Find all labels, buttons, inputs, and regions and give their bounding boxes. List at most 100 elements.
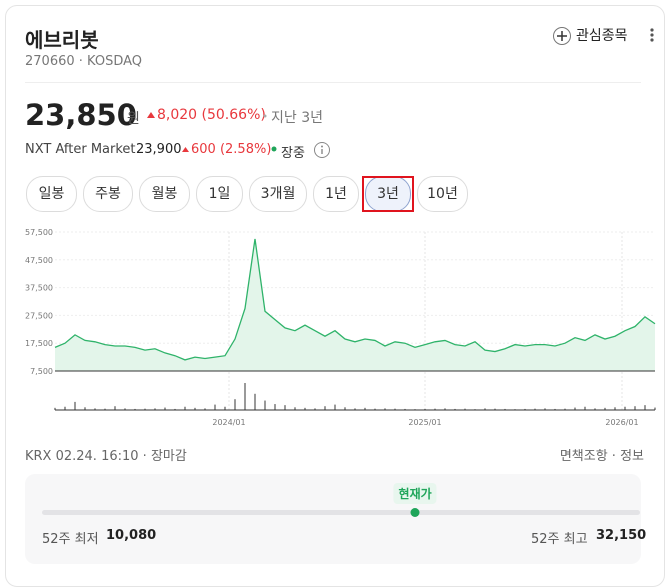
y-tick-label: 37,500	[25, 284, 53, 293]
plus-icon[interactable]	[552, 26, 572, 46]
y-tick-label: 7,500	[30, 367, 53, 376]
volume-bar	[314, 408, 316, 410]
more-icon[interactable]	[648, 27, 656, 43]
volume-bar	[594, 408, 596, 410]
tab[interactable]: 월봉	[139, 176, 190, 212]
volume-bar	[484, 408, 486, 410]
volume-bar	[644, 405, 646, 410]
volume-bar	[54, 407, 56, 410]
price-change: 8,020 (50.66%)	[157, 107, 266, 123]
volume-bar	[604, 407, 606, 410]
after-market-price: 23,900	[136, 142, 182, 157]
volume-bar	[134, 408, 136, 410]
volume-bar	[614, 407, 616, 410]
volume-bar	[294, 407, 296, 410]
status: 장중	[281, 146, 305, 161]
volume-bar	[524, 408, 526, 410]
tab[interactable]: 3년	[365, 176, 411, 212]
volume-bar	[494, 408, 496, 410]
volume-bar	[184, 406, 186, 410]
watch-button[interactable]: 관심종목	[576, 28, 628, 44]
up-arrow	[147, 112, 155, 118]
volume-bar	[194, 407, 196, 410]
tab[interactable]: 주봉	[83, 176, 133, 212]
volume-bar	[464, 408, 466, 410]
volume-bar	[64, 406, 66, 410]
volume-bar	[374, 408, 376, 410]
volume-bar	[94, 408, 96, 410]
volume-bar	[434, 408, 436, 410]
volume-bar	[114, 406, 116, 410]
volume-bar	[164, 407, 166, 410]
volume-bar	[584, 406, 586, 410]
low-value: 10,080	[106, 528, 157, 543]
volume-bar	[624, 406, 626, 410]
price-unit: 원	[127, 111, 140, 127]
volume-bar	[284, 405, 286, 410]
period: 지난 3년	[271, 110, 323, 126]
tab[interactable]: 3개월	[249, 176, 307, 212]
price-chart: 57,500 47,500 37,500 27,500 17,500 7,500 2024/…	[25, 228, 656, 427]
tab[interactable]: 일봉	[26, 176, 77, 212]
volume-bar	[324, 406, 326, 410]
up-arrow	[182, 147, 189, 152]
current-marker	[410, 508, 420, 517]
volume-bar	[354, 408, 356, 410]
volume-bar	[574, 407, 576, 410]
volume-bar	[634, 406, 636, 410]
volume-bar	[264, 400, 266, 410]
volume-bar	[254, 393, 256, 410]
volume-bar	[504, 408, 506, 410]
volume-bar	[104, 408, 106, 410]
volume-bar	[224, 406, 226, 410]
links[interactable]: 면책조항 · 정보	[559, 449, 644, 464]
high-value: 32,150	[596, 528, 647, 543]
volume-bar	[144, 408, 146, 410]
volume-bar	[234, 399, 236, 410]
volume-bar	[394, 408, 396, 410]
status-dot	[271, 146, 277, 152]
page: 에브리봇 270660 · KOSDAQ 관심종목 23,850 원 8,020…	[5, 5, 665, 587]
volume-bar	[384, 408, 386, 410]
divider	[25, 82, 641, 83]
dot	[263, 114, 267, 118]
x-tick-label: 2025/01	[408, 418, 441, 427]
after-market-label: NXT After Market	[25, 142, 136, 157]
volume-bar	[154, 408, 156, 410]
y-tick-label: 27,500	[25, 311, 53, 320]
source: KRX 02.24. 16:10 · 장마감	[25, 449, 187, 464]
volume-bar	[244, 383, 246, 410]
stock-code: 270660 · KOSDAQ	[25, 54, 142, 69]
volume-bar	[124, 408, 126, 410]
info-icon[interactable]	[313, 141, 331, 159]
volume-bar	[74, 401, 76, 410]
price: 23,850	[25, 98, 137, 132]
y-tick-label: 57,500	[25, 228, 53, 237]
volume-bar	[454, 408, 456, 410]
volume-bar	[174, 408, 176, 410]
tab[interactable]: 10년	[417, 176, 468, 212]
y-tick-label: 17,500	[25, 339, 53, 348]
tab[interactable]: 1년	[313, 176, 359, 212]
volume-bar	[214, 404, 216, 410]
volume-bar	[564, 408, 566, 410]
tab[interactable]: 1일	[196, 176, 243, 212]
volume-bar	[304, 407, 306, 410]
range-track	[42, 510, 640, 515]
volume-bar	[654, 407, 656, 410]
volume-bar	[544, 408, 546, 410]
volume-bar	[404, 408, 406, 410]
low-label: 52주 최저	[42, 532, 99, 547]
x-tick-label: 2024/01	[212, 418, 245, 427]
high-label: 52주 최고	[531, 532, 588, 547]
volume-bar	[204, 408, 206, 410]
volume-bar	[364, 407, 366, 410]
volume-bar	[274, 404, 276, 410]
volume-bar	[444, 408, 446, 410]
after-market-change: 600 (2.58%)	[191, 142, 272, 157]
selection-box	[362, 176, 414, 212]
volume-bar	[554, 408, 556, 410]
price-area	[55, 238, 655, 371]
volume-bar	[344, 407, 346, 410]
stock-name: 에브리봇	[25, 28, 99, 52]
